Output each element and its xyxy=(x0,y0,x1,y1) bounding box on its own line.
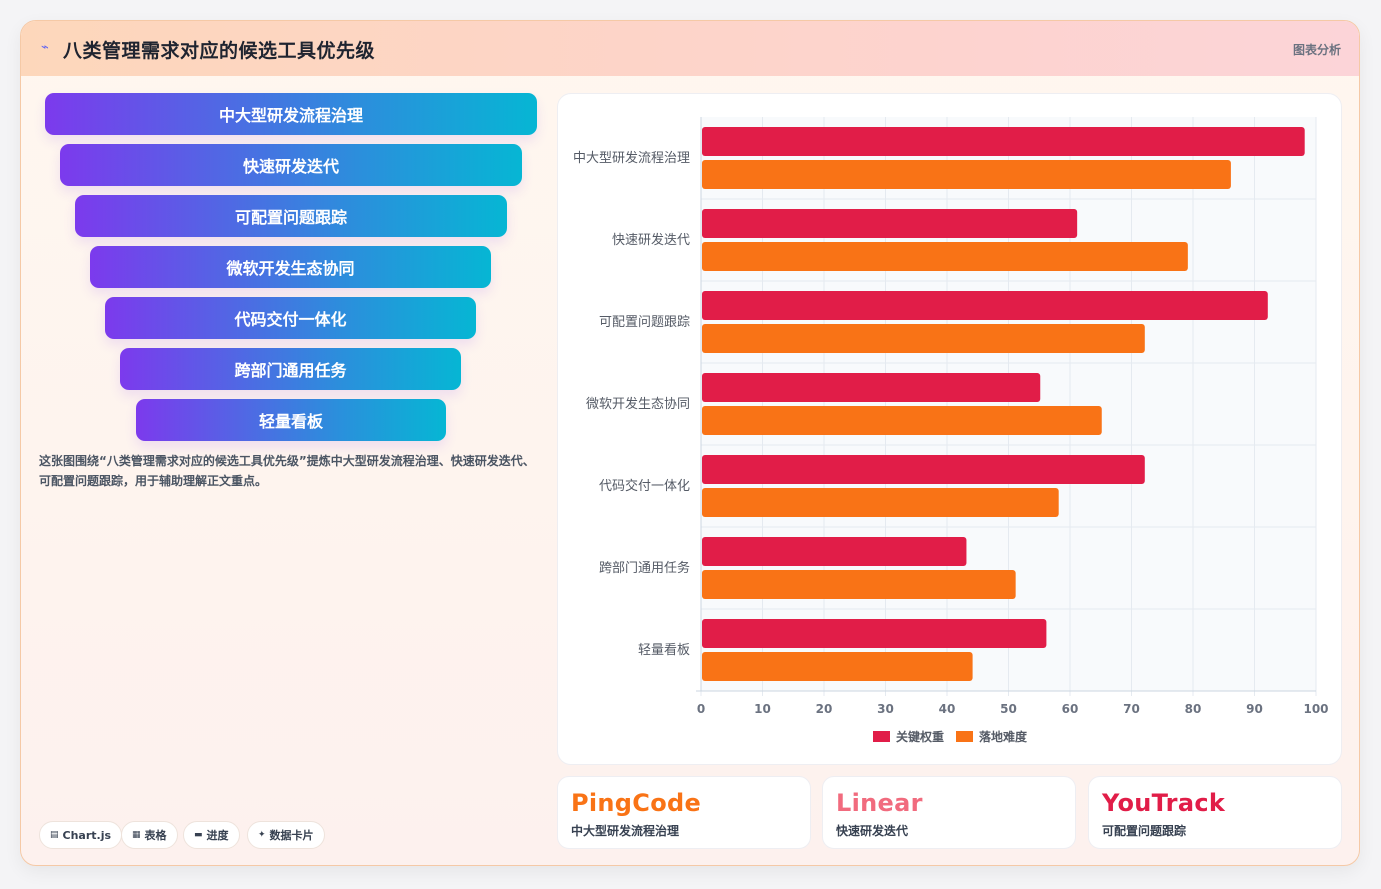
bar-difficulty xyxy=(702,324,1145,353)
chart-icon: ▤ xyxy=(50,830,59,840)
x-tick-label: 70 xyxy=(1123,702,1140,716)
funnel-step: 轻量看板 xyxy=(136,399,446,441)
stat-name: Linear xyxy=(836,789,923,817)
bar-chart: 0 10 20 30 40 50 60 70 80 90 100 中大型研发流程治理快速研发迭代可配置… xyxy=(573,117,1329,744)
main-card: ⌁ 八类管理需求对应的候选工具优先级 图表分析 中大型研发流程治理 快速研发迭代… xyxy=(20,20,1360,866)
bar-difficulty xyxy=(702,488,1059,517)
tag-table[interactable]: ▦ 表格 xyxy=(121,821,178,849)
bar-key-weight xyxy=(702,537,967,566)
bar-key-weight xyxy=(702,291,1268,320)
bar-key-weight xyxy=(702,619,1047,648)
funnel-step: 微软开发生态协同 xyxy=(90,246,491,288)
bar-key-weight xyxy=(702,455,1145,484)
y-tick-label: 中大型研发流程治理 xyxy=(573,150,690,166)
chart-panel: 0 10 20 30 40 50 60 70 80 90 100 中大型研发流程治理快速研发迭代可配置… xyxy=(557,93,1342,765)
y-tick-label: 快速研发迭代 xyxy=(612,232,690,248)
funnel-step: 代码交付一体化 xyxy=(105,297,476,339)
tag-label: 数据卡片 xyxy=(269,829,314,842)
legend-swatch xyxy=(956,731,973,742)
x-tick-label: 10 xyxy=(754,702,771,716)
bar-difficulty xyxy=(702,652,973,681)
bar-key-weight xyxy=(702,209,1078,238)
page-title: 八类管理需求对应的候选工具优先级 xyxy=(63,40,376,62)
bar-difficulty xyxy=(702,160,1231,189)
card-header: ⌁ 八类管理需求对应的候选工具优先级 图表分析 xyxy=(21,21,1359,76)
x-tick-label: 90 xyxy=(1246,702,1263,716)
legend-label: 关键权重 xyxy=(896,729,944,744)
table-icon: ▦ xyxy=(132,830,141,840)
tag-label: 表格 xyxy=(144,829,167,842)
bar-key-weight xyxy=(702,373,1041,402)
bar-key-weight xyxy=(702,127,1305,156)
card-icon: ✦ xyxy=(258,830,266,840)
wave-icon: ⌁ xyxy=(41,40,49,55)
tag-progress[interactable]: ▬ 进度 xyxy=(183,821,240,849)
y-tick-label: 轻量看板 xyxy=(638,642,690,658)
x-tick-label: 80 xyxy=(1185,702,1202,716)
y-tick-label: 跨部门通用任务 xyxy=(599,560,690,576)
stat-name: YouTrack xyxy=(1102,789,1226,817)
tag-chartjs[interactable]: ▤ Chart.js xyxy=(39,821,123,849)
stat-name: PingCode xyxy=(571,789,702,817)
x-tick-label: 100 xyxy=(1303,702,1328,716)
legend-swatch xyxy=(873,731,890,742)
progress-icon: ▬ xyxy=(194,830,203,840)
x-tick-label: 40 xyxy=(939,702,956,716)
x-tick-label: 20 xyxy=(816,702,833,716)
x-tick-label: 50 xyxy=(1000,702,1017,716)
stat-card-youtrack: YouTrack 可配置问题跟踪 xyxy=(1088,776,1342,849)
funnel-step: 跨部门通用任务 xyxy=(120,348,461,390)
tag-label: 进度 xyxy=(206,829,229,842)
y-tick-label: 微软开发生态协同 xyxy=(586,396,690,412)
stat-sub: 中大型研发流程治理 xyxy=(571,824,680,838)
tag-label: Chart.js xyxy=(62,828,112,842)
stat-sub: 可配置问题跟踪 xyxy=(1102,824,1187,838)
chart-description: 这张图围绕“八类管理需求对应的候选工具优先级”提炼中大型研发流程治理、快速研发迭… xyxy=(39,454,535,488)
legend-label: 落地难度 xyxy=(979,729,1028,744)
funnel-step: 中大型研发流程治理 xyxy=(45,93,537,135)
y-tick-label: 可配置问题跟踪 xyxy=(599,315,690,330)
stat-sub: 快速研发迭代 xyxy=(836,824,909,838)
funnel-step: 快速研发迭代 xyxy=(60,144,522,186)
y-tick-label: 代码交付一体化 xyxy=(599,478,690,494)
bar-difficulty xyxy=(702,570,1016,599)
funnel-step: 可配置问题跟踪 xyxy=(75,195,507,237)
stat-card-pingcode: PingCode 中大型研发流程治理 xyxy=(557,776,811,849)
x-tick-label: 30 xyxy=(877,702,894,716)
chart-analysis-link[interactable]: 图表分析 xyxy=(1292,43,1341,57)
x-tick-label: 0 xyxy=(697,702,705,716)
bar-difficulty xyxy=(702,406,1102,435)
stat-card-linear: Linear 快速研发迭代 xyxy=(822,776,1076,849)
bar-difficulty xyxy=(702,242,1188,271)
x-tick-label: 60 xyxy=(1062,702,1079,716)
tag-data-card[interactable]: ✦ 数据卡片 xyxy=(247,821,325,849)
